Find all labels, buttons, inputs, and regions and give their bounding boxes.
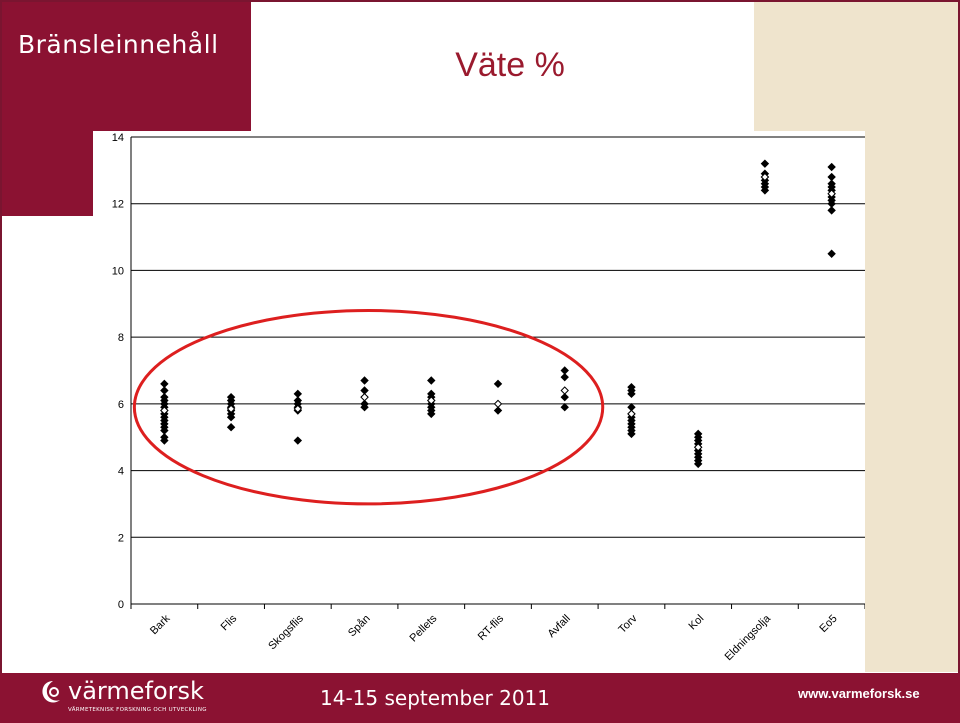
data-point bbox=[493, 379, 503, 389]
data-point bbox=[560, 366, 569, 375]
data-point bbox=[427, 409, 436, 419]
scatter-chart: 0 2 4 6 8 10 12 14 Bark Flis Skogsflis Spån Pellets R… bbox=[112, 132, 865, 663]
data-point bbox=[293, 389, 303, 399]
y-tick-label: 14 bbox=[112, 132, 124, 144]
data-point bbox=[627, 389, 636, 399]
data-point bbox=[160, 379, 169, 389]
mean-point bbox=[160, 406, 169, 415]
data-point bbox=[827, 172, 836, 182]
mean-point bbox=[693, 443, 703, 452]
plot-area bbox=[93, 131, 865, 673]
x-tick-label: Skogsflis bbox=[266, 612, 306, 652]
data-point bbox=[160, 386, 169, 395]
data-point bbox=[627, 429, 636, 439]
x-tick-label: Flis bbox=[219, 612, 240, 633]
y-tick-label: 8 bbox=[118, 332, 124, 344]
mean-point bbox=[493, 399, 503, 409]
mean-point bbox=[627, 409, 636, 419]
logo-subtitle: VÄRMETEKNISK FORSKNING OCH UTVECKLING bbox=[68, 707, 207, 713]
y-tick-label: 2 bbox=[118, 532, 124, 544]
data-point bbox=[160, 436, 169, 445]
data-point bbox=[560, 392, 569, 402]
data-point bbox=[560, 372, 569, 382]
mean-point bbox=[293, 404, 303, 414]
x-tick-label: RT-flis bbox=[476, 612, 507, 643]
data-point bbox=[360, 386, 369, 395]
data-point bbox=[627, 402, 636, 412]
data-point bbox=[493, 406, 503, 415]
data-point bbox=[360, 402, 369, 412]
x-tick-label: Torv bbox=[616, 612, 640, 636]
mean-point bbox=[760, 172, 770, 182]
y-tick-label: 6 bbox=[118, 399, 124, 411]
data-point bbox=[226, 412, 236, 422]
data-point bbox=[427, 376, 436, 385]
y-tick-label: 4 bbox=[118, 466, 124, 478]
footer-bar bbox=[0, 673, 960, 723]
data-point bbox=[560, 402, 569, 412]
logo-swoosh-icon bbox=[42, 681, 60, 703]
data-point bbox=[827, 206, 836, 215]
x-tick-label: Eo5 bbox=[817, 613, 839, 635]
mean-point bbox=[427, 396, 436, 405]
x-tick-label: Bark bbox=[148, 612, 173, 637]
chart-title: Väte % bbox=[455, 46, 565, 84]
x-tick-label: Spån bbox=[346, 613, 373, 640]
mean-point bbox=[827, 189, 836, 198]
y-tick-label: 10 bbox=[112, 265, 124, 277]
data-point bbox=[226, 423, 236, 432]
x-tick-label: Kol bbox=[687, 613, 707, 633]
data-point bbox=[293, 436, 303, 445]
section-title: Bränsleinnehåll bbox=[18, 30, 219, 59]
highlight-ellipse bbox=[132, 308, 605, 506]
data-point bbox=[760, 186, 770, 195]
mean-point bbox=[360, 392, 369, 402]
mean-point bbox=[226, 404, 236, 414]
logo-name: värmeforsk bbox=[68, 677, 204, 705]
data-point bbox=[693, 459, 703, 469]
footer-date: 14-15 september 2011 bbox=[320, 686, 550, 710]
x-tick-label: Pellets bbox=[408, 612, 440, 644]
data-point bbox=[760, 159, 770, 168]
data-point bbox=[827, 162, 836, 172]
y-tick-label: 0 bbox=[118, 599, 124, 611]
y-tick-label: 12 bbox=[112, 199, 124, 211]
footer-url: www.varmeforsk.se bbox=[798, 686, 920, 701]
data-point bbox=[827, 249, 836, 258]
data-point bbox=[360, 376, 369, 385]
x-tick-label: Avfall bbox=[545, 613, 572, 640]
mean-point bbox=[560, 386, 569, 395]
x-tick-label: Eldningsolja bbox=[723, 612, 774, 663]
